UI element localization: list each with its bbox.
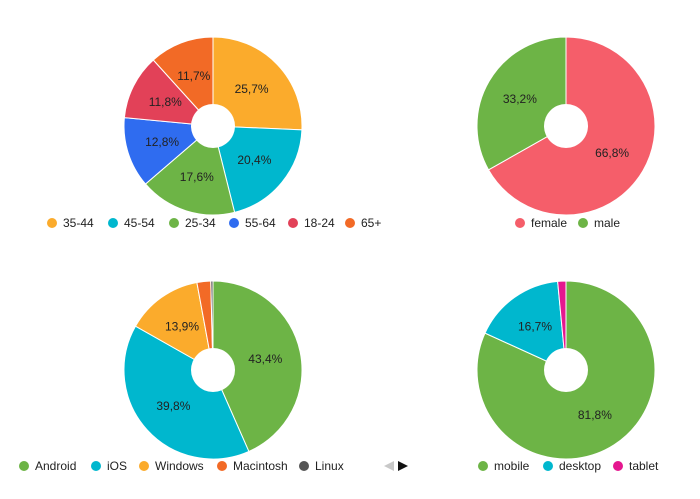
pie-slice-android[interactable] xyxy=(212,280,303,453)
legend-swatch xyxy=(217,461,227,471)
legend-label: 18-24 xyxy=(304,216,335,230)
pie-slice-male[interactable] xyxy=(476,36,567,171)
data-label-android: 43,4% xyxy=(248,352,282,366)
pie-slice-desktop[interactable] xyxy=(484,280,567,371)
legend-item-55-64[interactable]: 55-64 xyxy=(229,216,276,230)
legend-item-ios[interactable]: iOS xyxy=(91,459,127,473)
legend-swatch xyxy=(139,461,149,471)
pie-slice-35-44[interactable] xyxy=(212,36,303,131)
legend-swatch xyxy=(543,461,553,471)
pie-slice-55-64[interactable] xyxy=(123,117,215,185)
legend-label: tablet xyxy=(629,459,659,473)
legend-label: 45-54 xyxy=(124,216,155,230)
legend: female male xyxy=(515,216,620,230)
legend-item-desktop[interactable]: desktop xyxy=(543,459,601,473)
data-label-45-54: 20,4% xyxy=(237,153,271,167)
legend-swatch xyxy=(19,461,29,471)
legend-swatch xyxy=(478,461,488,471)
legend-item-android[interactable]: Android xyxy=(19,459,76,473)
pie-slice-ios[interactable] xyxy=(123,325,250,460)
legend-item-18-24[interactable]: 18-24 xyxy=(288,216,335,230)
legend-label: 65+ xyxy=(361,216,381,230)
donut-hole xyxy=(191,348,235,392)
legend: Android iOS Windows Macintosh Linux xyxy=(19,459,344,473)
data-label-windows: 13,9% xyxy=(165,320,199,334)
legend-label: Windows xyxy=(155,459,204,473)
data-label-55-64: 12,8% xyxy=(145,135,179,149)
donut-hole xyxy=(544,104,588,148)
chart-device-type: 81,8% 16,7% mobile desktop tablet xyxy=(476,280,659,473)
data-label-18-24: 11,8% xyxy=(149,95,182,109)
legend-swatch xyxy=(613,461,623,471)
donut-hole xyxy=(191,104,235,148)
triangle-left-icon[interactable] xyxy=(384,461,394,471)
legend-item-male[interactable]: male xyxy=(578,216,620,230)
chart-operating-system: 43,4% 39,8% 13,9% Android iOS Windows Macintos… xyxy=(19,280,408,473)
data-label-35-44: 25,7% xyxy=(235,82,269,96)
legend-item-35-44[interactable]: 35-44 xyxy=(47,216,94,230)
data-label-25-34: 17,6% xyxy=(180,170,214,184)
legend-swatch xyxy=(299,461,309,471)
legend-swatch xyxy=(169,218,179,228)
legend-swatch xyxy=(108,218,118,228)
legend-label: female xyxy=(531,216,567,230)
pie-slice-18-24[interactable] xyxy=(123,59,215,127)
legend: mobile desktop tablet xyxy=(478,459,659,473)
legend-swatch xyxy=(578,218,588,228)
data-label-male: 33,2% xyxy=(503,92,537,106)
data-label-65: 11,7% xyxy=(177,69,210,83)
data-label-desktop: 16,7% xyxy=(518,320,552,334)
legend-item-female[interactable]: female xyxy=(515,216,567,230)
data-label-mobile: 81,8% xyxy=(578,408,612,422)
pie-slice-linux[interactable] xyxy=(210,280,214,371)
legend: 35-44 45-54 25-34 55-64 18-24 65+ xyxy=(47,216,381,230)
legend-swatch xyxy=(229,218,239,228)
chart-gender: 66,8% 33,2% female male xyxy=(476,36,656,230)
legend-item-macintosh[interactable]: Macintosh xyxy=(217,459,288,473)
triangle-right-icon[interactable] xyxy=(398,461,408,471)
legend-label: 25-34 xyxy=(185,216,216,230)
legend-swatch xyxy=(288,218,298,228)
legend-label: 35-44 xyxy=(63,216,94,230)
legend-item-linux[interactable]: Linux xyxy=(299,459,344,473)
legend-item-45-54[interactable]: 45-54 xyxy=(108,216,155,230)
legend-swatch xyxy=(345,218,355,228)
legend-label: Macintosh xyxy=(233,459,288,473)
pie-slice-windows[interactable] xyxy=(134,281,214,371)
legend-swatch xyxy=(515,218,525,228)
legend-label: Linux xyxy=(315,459,344,473)
legend-label: Android xyxy=(35,459,76,473)
pie-slice-45-54[interactable] xyxy=(212,125,303,213)
data-label-female: 66,8% xyxy=(595,146,629,160)
pie-slice-25-34[interactable] xyxy=(144,125,236,216)
legend-pager xyxy=(384,461,408,471)
pie-slice-tablet[interactable] xyxy=(557,280,567,371)
legend-swatch xyxy=(91,461,101,471)
legend-item-25-34[interactable]: 25-34 xyxy=(169,216,216,230)
legend-item-65[interactable]: 65+ xyxy=(345,216,381,230)
legend-label: 55-64 xyxy=(245,216,276,230)
legend-item-mobile[interactable]: mobile xyxy=(478,459,530,473)
legend-item-tablet[interactable]: tablet xyxy=(613,459,659,473)
data-label-ios: 39,8% xyxy=(156,399,190,413)
chart-age-groups: 25,7% 20,4% 17,6% 12,8% 11,8% 11,7% 35-44 45-54… xyxy=(47,36,381,230)
legend-item-windows[interactable]: Windows xyxy=(139,459,204,473)
legend-label: desktop xyxy=(559,459,601,473)
legend-label: mobile xyxy=(494,459,530,473)
donut-hole xyxy=(544,348,588,392)
legend-label: male xyxy=(594,216,620,230)
pie-slice-65[interactable] xyxy=(152,36,214,128)
legend-label: iOS xyxy=(107,459,127,473)
legend-swatch xyxy=(47,218,57,228)
